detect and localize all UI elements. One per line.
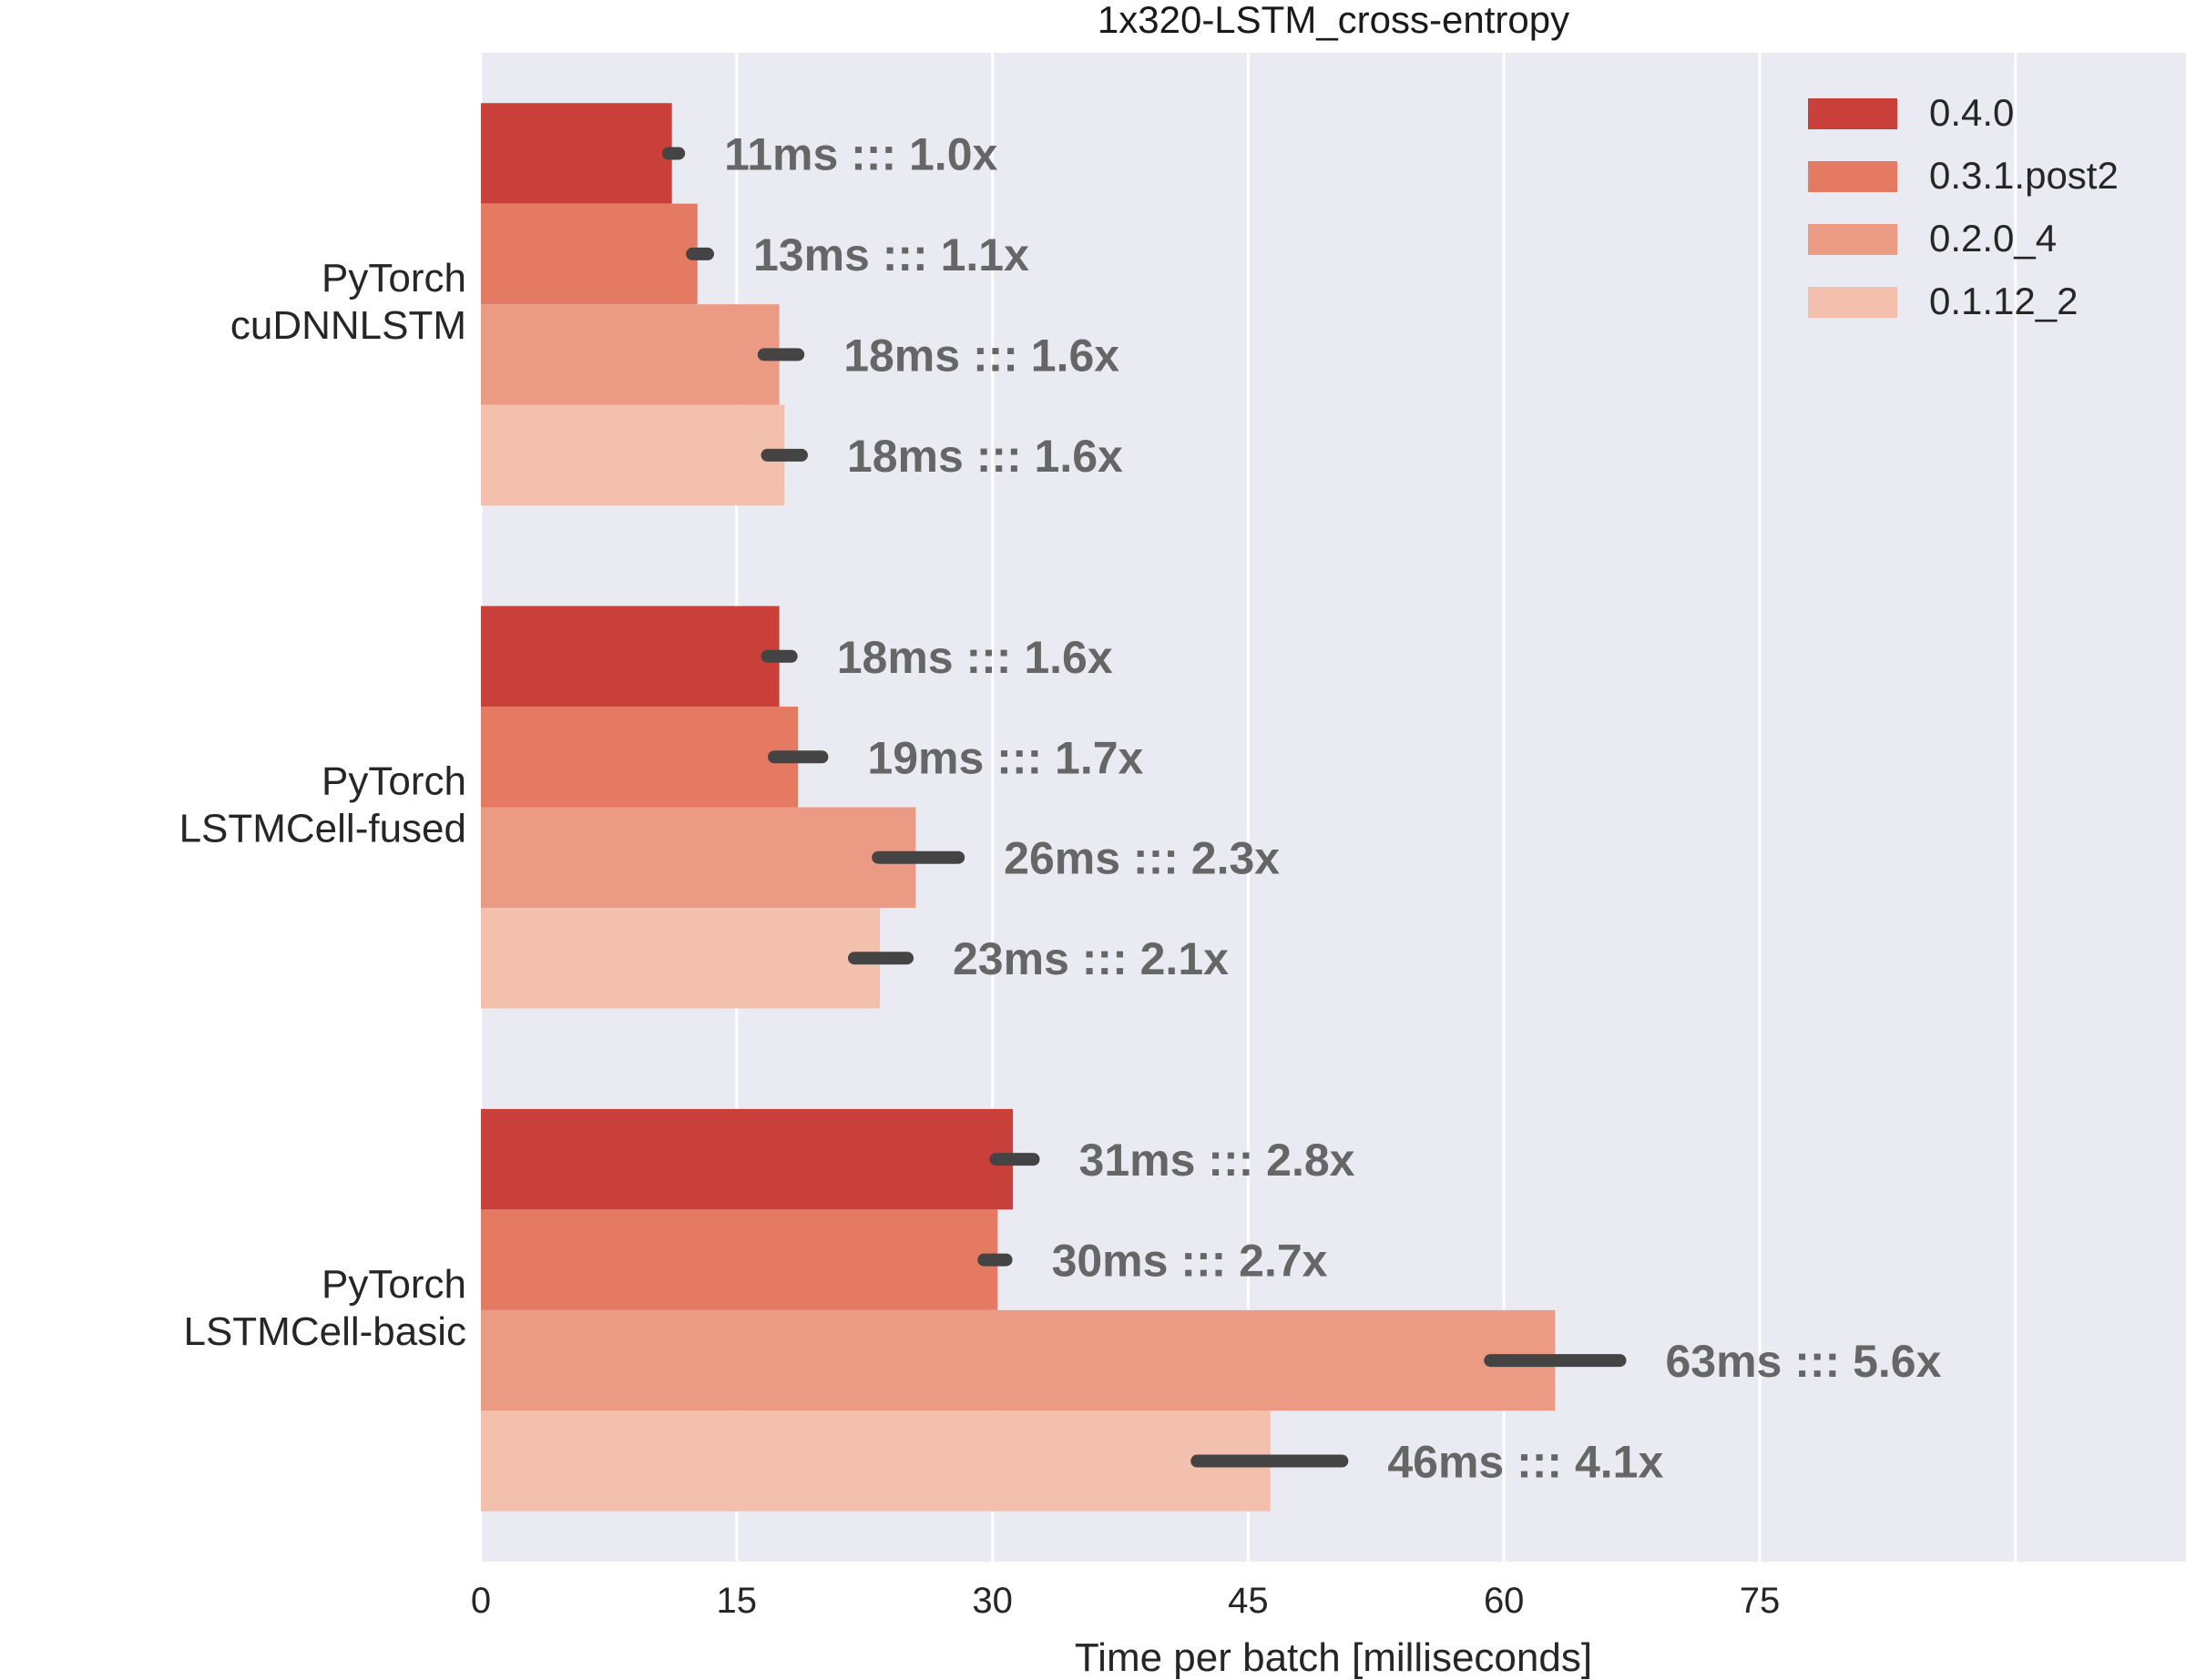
x-tick-label: 75 [1740,1581,1781,1621]
bar [481,304,780,404]
bar [481,908,880,1008]
bar-value-label: 19ms ::: 1.7x [867,732,1143,783]
bar-value-label: 31ms ::: 2.8x [1079,1135,1355,1186]
category-label: cuDNNLSTM [230,303,466,348]
bar-value-label: 26ms ::: 2.3x [1004,833,1280,884]
legend-swatch [1808,224,1897,255]
bar-value-label: 30ms ::: 2.7x [1052,1236,1328,1287]
bar [481,1310,1555,1410]
bar-value-label: 23ms ::: 2.1x [953,933,1229,984]
bar [481,606,780,707]
bar-value-label: 13ms ::: 1.1x [753,229,1029,280]
bar [481,103,672,203]
bar [481,1410,1271,1511]
bar [481,1209,997,1309]
legend-label: 0.4.0 [1929,91,2014,134]
bar [481,707,798,807]
x-tick-label: 15 [717,1581,758,1621]
legend-label: 0.3.1.post2 [1929,154,2119,197]
bar [481,204,698,304]
y-tick-labels: PyTorchcuDNNLSTMPyTorchLSTMCell-fusedPyT… [179,256,466,1354]
bar-value-label: 11ms ::: 1.0x [724,128,997,179]
x-axis-label: Time per batch [milliseconds] [1075,1635,1592,1680]
bar-value-label: 63ms ::: 5.6x [1665,1336,1941,1387]
category-label: LSTMCell-basic [183,1309,466,1354]
category-label: PyTorch [322,759,466,804]
x-tick-label: 45 [1228,1581,1269,1621]
bar-value-label: 18ms ::: 1.6x [837,632,1113,683]
legend-label: 0.2.0_4 [1929,217,2057,260]
x-tick-labels: 0 15 30 45 60 75 [471,1581,1780,1621]
category-label: PyTorch [322,256,466,300]
category-label: PyTorch [322,1262,466,1307]
bar-value-label: 46ms ::: 4.1x [1387,1437,1663,1488]
bar [481,808,915,908]
x-tick-label: 60 [1484,1581,1525,1621]
legend-label: 0.1.12_2 [1929,280,2079,322]
category-label: LSTMCell-fused [179,807,466,851]
bar-value-label: 18ms ::: 1.6x [847,431,1123,482]
x-tick-label: 30 [972,1581,1013,1621]
bar-value-label: 18ms ::: 1.6x [843,330,1119,381]
bar [481,405,784,505]
legend-swatch [1808,98,1897,129]
x-tick-label: 0 [471,1581,491,1621]
bar [481,1109,1013,1209]
legend-swatch [1808,287,1897,318]
chart-title: 1x320-LSTM_cross-entropy [1098,0,1569,41]
legend-swatch [1808,161,1897,192]
